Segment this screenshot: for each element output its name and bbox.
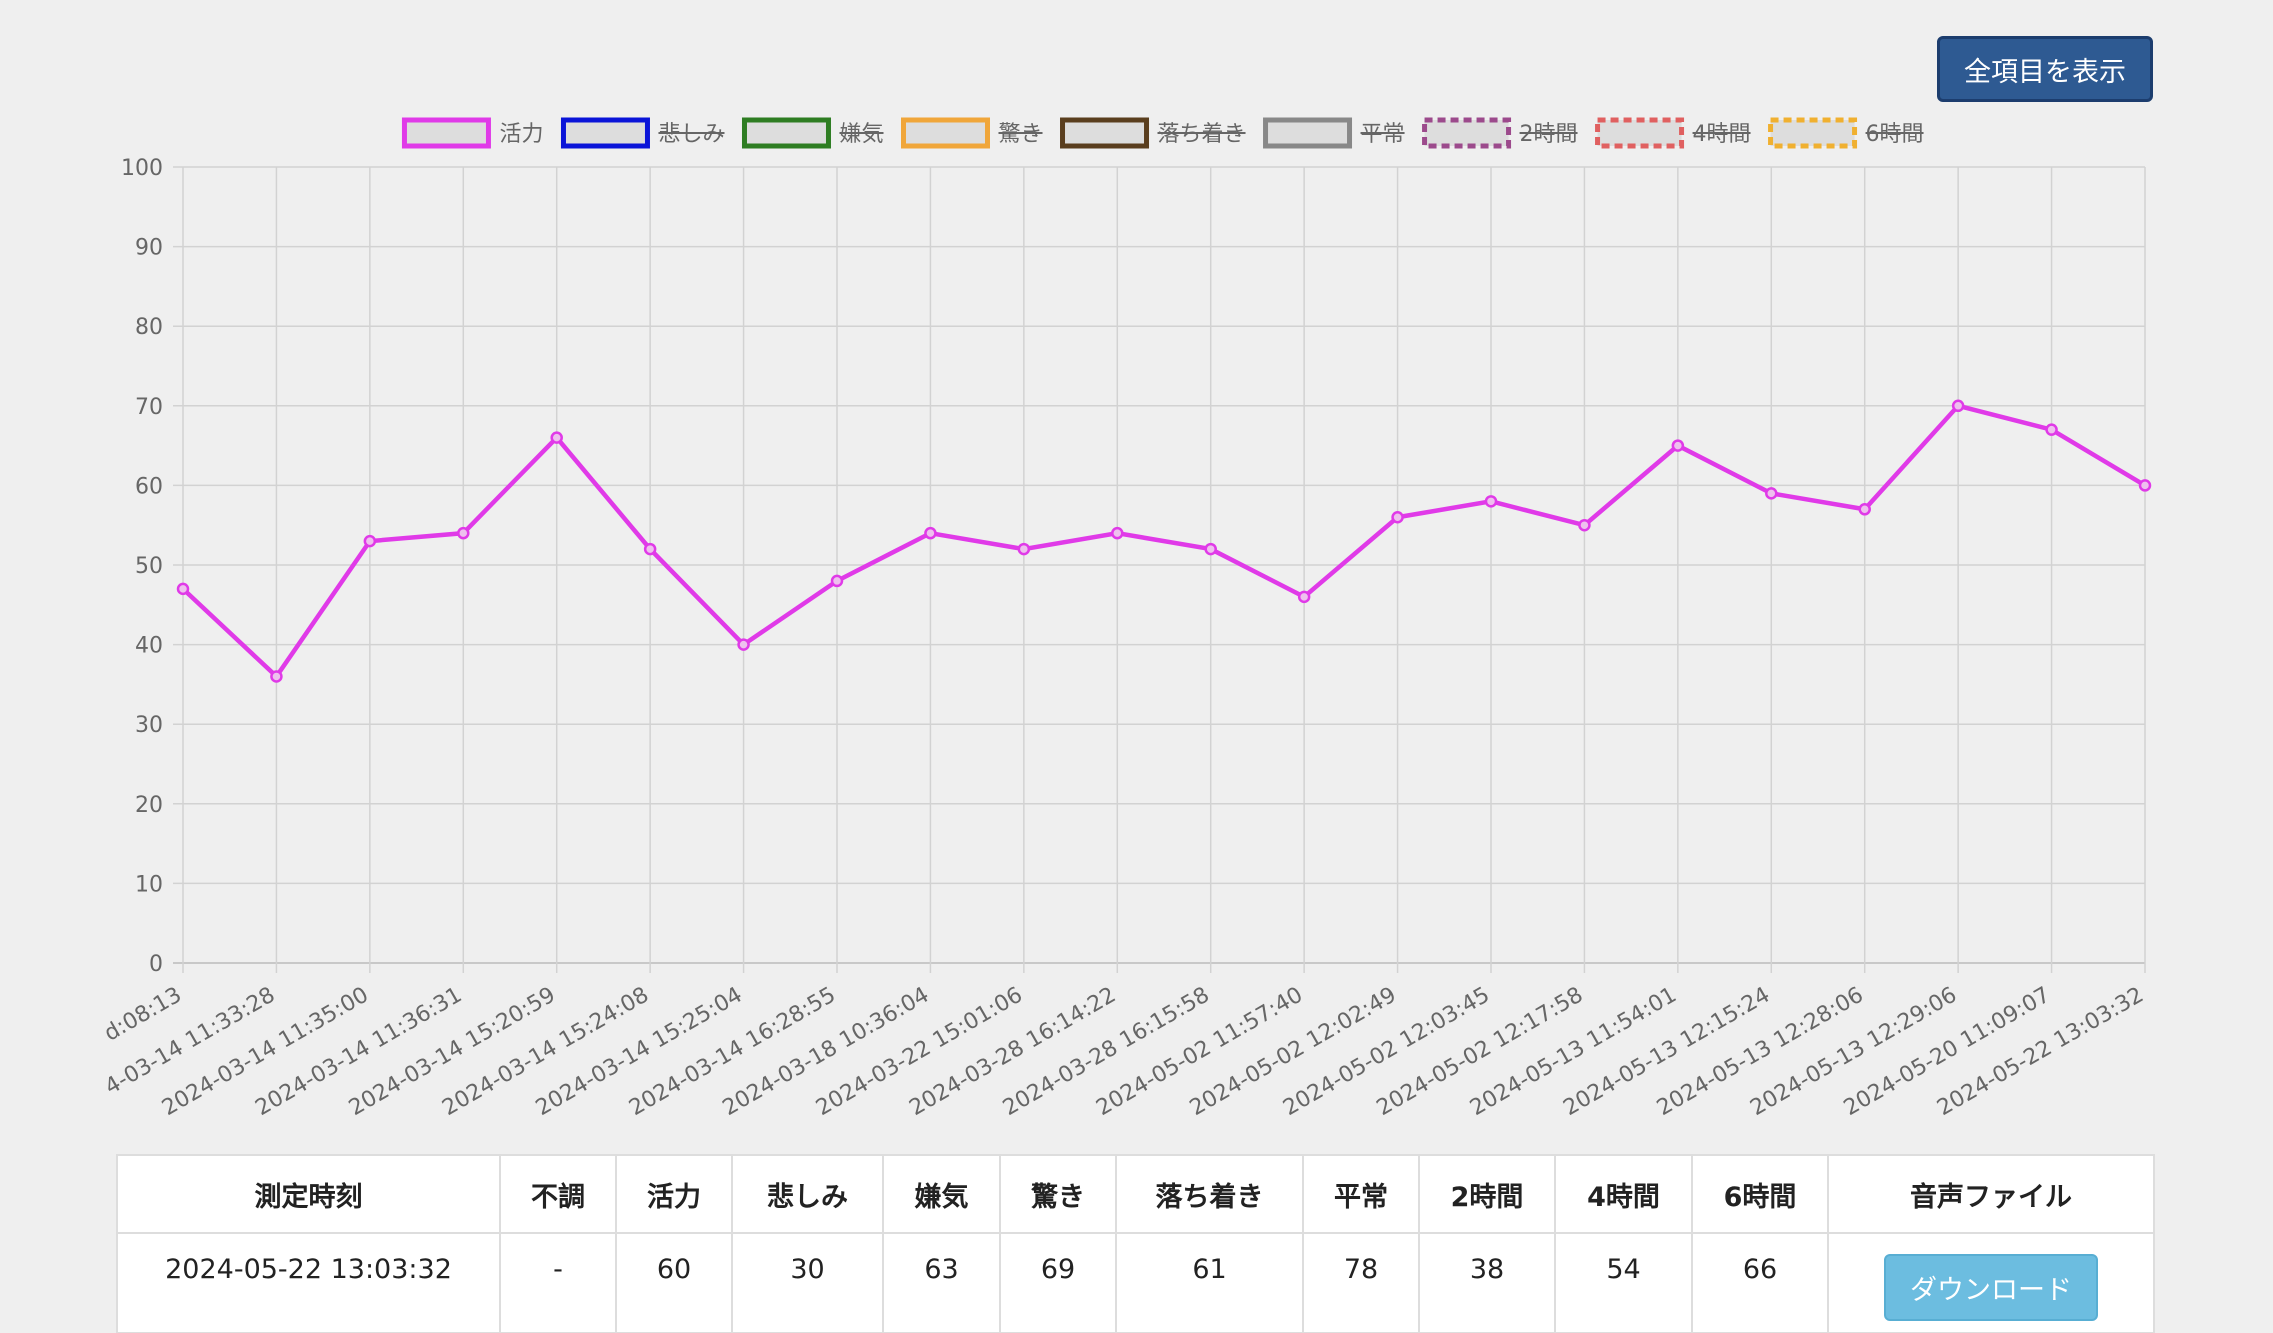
table-cell: 2024-05-22 13:03:32 xyxy=(116,1232,501,1333)
data-point xyxy=(1951,399,1965,413)
table-cell: 69 xyxy=(999,1232,1117,1333)
data-point xyxy=(270,670,283,683)
table-header: 落ち着き xyxy=(1115,1154,1304,1234)
table-header: 驚き xyxy=(999,1154,1117,1234)
legend: 活力 悲しみ 嫌気 驚き 落ち着き 平常 2時間 4時間 6時間 xyxy=(401,117,1924,149)
table-header: 音声ファイル xyxy=(1827,1154,2155,1234)
data-point xyxy=(1297,590,1311,604)
y-tick-label: 50 xyxy=(135,554,163,579)
legend-swatch xyxy=(741,117,831,149)
data-point xyxy=(1858,503,1871,516)
legend-swatch xyxy=(901,117,990,149)
data-point xyxy=(1578,518,1591,532)
results-table: 測定時刻 不調 活力 悲しみ 嫌気 驚き 落ち着き 平常 2時間 4時間 6時間 音声ファイル 202… xyxy=(116,1154,2155,1333)
series-line xyxy=(181,403,2147,680)
y-tick-label: 0 xyxy=(149,952,163,977)
y-tick-label: 90 xyxy=(135,236,163,261)
data-point xyxy=(1484,495,1498,508)
y-tick-label: 100 xyxy=(121,156,163,181)
legend-label: 悲しみ xyxy=(658,122,724,147)
legend-swatch xyxy=(401,117,491,149)
table-header: 2時間 xyxy=(1418,1154,1556,1234)
table-header: 測定時刻 xyxy=(116,1154,501,1234)
table-cell: 66 xyxy=(1691,1232,1829,1333)
table-header: 平常 xyxy=(1302,1154,1420,1234)
table-cell: 30 xyxy=(731,1232,884,1333)
table-row: 2024-05-22 13:03:32-60 30 63 69 61 78 38 54 66 ダウ… xyxy=(116,1232,2155,1333)
legend-swatch xyxy=(1422,117,1512,149)
show-all-button[interactable]: 全項目を表示 xyxy=(1937,36,2153,102)
table-cell: 78 xyxy=(1302,1232,1420,1333)
table-cell: ダウンロード xyxy=(1827,1232,2155,1333)
y-tick-label: 10 xyxy=(135,872,163,897)
table-header: 活力 xyxy=(615,1154,733,1234)
data-point xyxy=(1671,439,1685,452)
data-point xyxy=(737,638,750,651)
y-tick-label: 40 xyxy=(135,634,163,659)
data-point xyxy=(924,526,937,540)
data-point xyxy=(457,526,470,540)
data-point xyxy=(2138,479,2152,492)
data-point xyxy=(363,534,377,548)
table-cell: 60 xyxy=(615,1232,733,1333)
y-tick-label: 70 xyxy=(135,395,163,420)
legend-swatch xyxy=(560,117,650,149)
legend-label: 驚き xyxy=(999,122,1043,147)
data-point xyxy=(1765,487,1778,500)
data-point xyxy=(1111,526,1124,540)
table-cell: 63 xyxy=(882,1232,1001,1333)
data-point xyxy=(830,574,844,588)
y-tick-label: 60 xyxy=(135,474,163,499)
y-tick-label: 30 xyxy=(135,713,163,738)
header-row: 測定時刻 不調 活力 悲しみ 嫌気 驚き 落ち着き 平常 2時間 4時間 6時間 音声ファイル xyxy=(116,1154,2155,1234)
data-point xyxy=(176,582,190,596)
table-header: 6時間 xyxy=(1691,1154,1829,1234)
legend-label: 4時間 xyxy=(1693,122,1751,147)
table-cell: 61 xyxy=(1115,1232,1304,1333)
data-point xyxy=(1204,542,1217,556)
table-cell: 38 xyxy=(1418,1232,1556,1333)
legend-label: 活力 xyxy=(499,122,543,147)
legend-label: 6時間 xyxy=(1866,122,1924,147)
table-header: 不調 xyxy=(499,1154,617,1234)
table-header: 嫌気 xyxy=(882,1154,1001,1234)
data-point xyxy=(643,542,657,556)
legend-swatch xyxy=(1768,117,1858,149)
data-point xyxy=(1391,510,1404,524)
table-header: 4時間 xyxy=(1554,1154,1693,1234)
y-tick-label: 20 xyxy=(135,793,163,818)
data-point xyxy=(2045,423,2058,436)
legend-label: 平常 xyxy=(1361,122,1405,147)
table-cell: 54 xyxy=(1554,1232,1693,1333)
legend-swatch xyxy=(1263,117,1353,149)
legend-label: 落ち着き xyxy=(1158,122,1246,147)
data-point xyxy=(1017,542,1031,556)
download-button[interactable]: ダウンロード xyxy=(1884,1254,2098,1321)
y-tick-label: 80 xyxy=(135,315,163,340)
legend-swatch xyxy=(1595,117,1685,149)
table-cell: - xyxy=(499,1232,617,1333)
table-header: 悲しみ xyxy=(731,1154,884,1234)
legend-swatch xyxy=(1060,117,1150,149)
data-point xyxy=(550,431,563,444)
table-body: 2024-05-22 13:03:32-60 30 63 69 61 78 38 54 66 ダウ… xyxy=(116,1232,2155,1333)
legend-label: 嫌気 xyxy=(839,122,883,147)
legend-label: 2時間 xyxy=(1520,122,1578,147)
